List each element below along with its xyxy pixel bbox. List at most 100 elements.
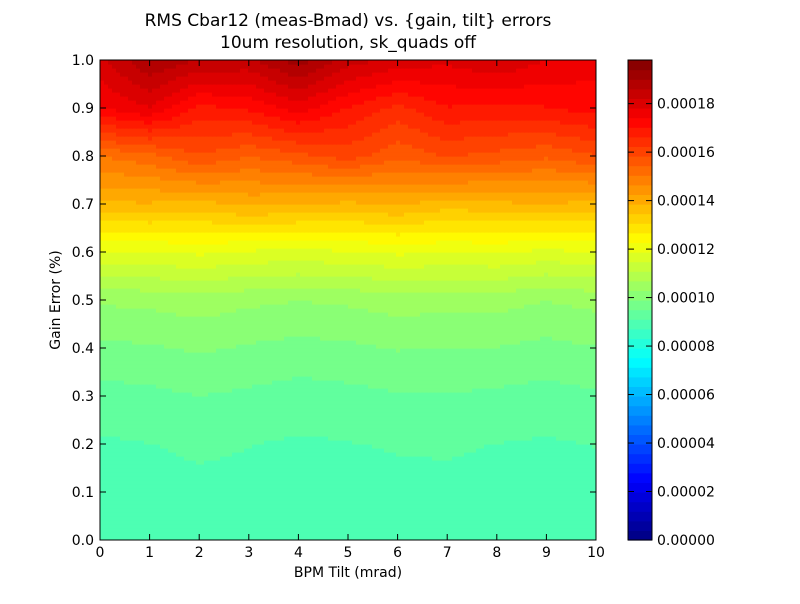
contour-cell — [524, 420, 529, 425]
contour-cell — [584, 524, 589, 529]
contour-cell — [440, 464, 445, 469]
contour-cell — [244, 528, 249, 533]
contour-cell — [544, 496, 549, 501]
contour-cell — [204, 452, 209, 457]
contour-cell — [100, 428, 105, 433]
contour-cell — [152, 460, 157, 465]
contour-cell — [356, 528, 361, 533]
contour-cell — [100, 532, 105, 537]
contour-cell — [156, 384, 161, 389]
contour-cell — [244, 432, 249, 437]
contour-cell — [284, 480, 289, 485]
contour-cell — [436, 380, 441, 385]
contour-cell — [372, 500, 377, 505]
contour-cell — [460, 412, 465, 417]
contour-cell — [116, 404, 121, 409]
contour-cell — [348, 448, 353, 453]
contour-cell — [160, 404, 165, 409]
contour-cell — [356, 416, 361, 421]
contour-cell — [196, 456, 201, 461]
contour-cell — [592, 476, 596, 481]
contour-cell — [180, 416, 185, 421]
contour-cell — [528, 524, 533, 529]
contour-cell — [568, 444, 573, 449]
contour-cell — [580, 420, 585, 425]
contour-cell — [464, 508, 469, 513]
contour-cell — [156, 420, 161, 425]
contour-cell — [112, 428, 117, 433]
contour-cell — [348, 444, 353, 449]
contour-cell — [528, 508, 533, 513]
contour-cell — [148, 476, 153, 481]
contour-cell — [400, 484, 405, 489]
contour-cell — [436, 500, 441, 505]
contour-cell — [340, 396, 345, 401]
contour-cell — [540, 464, 545, 469]
contour-cell — [584, 396, 589, 401]
contour-cell — [240, 424, 245, 429]
contour-cell — [116, 536, 121, 540]
contour-cell — [356, 400, 361, 405]
contour-cell — [336, 452, 341, 457]
contour-cell — [328, 504, 333, 509]
contour-cell — [552, 408, 557, 413]
contour-cell — [348, 472, 353, 477]
contour-cell — [576, 516, 581, 521]
contour-cell — [128, 436, 133, 441]
contour-cell — [212, 452, 217, 457]
contour-cell — [380, 472, 385, 477]
contour-cell — [328, 528, 333, 533]
contour-cell — [252, 488, 257, 493]
contour-cell — [228, 516, 233, 521]
contour-cell — [280, 392, 285, 397]
contour-cell — [200, 532, 205, 537]
contour-cell — [472, 404, 477, 409]
contour-cell — [168, 456, 173, 461]
contour-cell — [568, 420, 573, 425]
contour-cell — [188, 420, 193, 425]
contour-cell — [484, 440, 489, 445]
contour-cell — [292, 520, 297, 525]
contour-cell — [336, 420, 341, 425]
contour-cell — [316, 480, 321, 485]
contour-cell — [552, 380, 557, 385]
contour-cell — [560, 456, 565, 461]
contour-cell — [456, 528, 461, 533]
contour-cell — [432, 532, 437, 537]
contour-cell — [336, 484, 341, 489]
contour-cell — [504, 392, 509, 397]
contour-cell — [344, 412, 349, 417]
contour-cell — [144, 536, 149, 540]
contour-cell — [228, 504, 233, 509]
contour-cell — [276, 524, 281, 529]
contour-cell — [180, 512, 185, 517]
contour-cell — [428, 524, 433, 529]
contour-cell — [532, 464, 537, 469]
contour-cell — [184, 392, 189, 397]
contour-cell — [224, 404, 229, 409]
contour-cell — [556, 512, 561, 517]
contour-cell — [248, 440, 253, 445]
contour-cell — [252, 508, 257, 513]
contour-cell — [456, 476, 461, 481]
contour-cell — [488, 440, 493, 445]
contour-cell — [264, 488, 269, 493]
contour-cell — [180, 468, 185, 473]
contour-cell — [496, 492, 501, 497]
contour-cell — [488, 528, 493, 533]
contour-cell — [528, 412, 533, 417]
contour-cell — [392, 528, 397, 533]
contour-cell — [488, 384, 493, 389]
contour-cell — [560, 528, 565, 533]
contour-cell — [244, 384, 249, 389]
contour-cell — [220, 444, 225, 449]
contour-cell — [440, 416, 445, 421]
contour-cell — [516, 444, 521, 449]
contour-cell — [204, 508, 209, 513]
contour-cell — [240, 516, 245, 521]
contour-cell — [132, 404, 137, 409]
contour-cell — [312, 380, 317, 385]
contour-cell — [300, 424, 305, 429]
contour-cell — [168, 408, 173, 413]
contour-cell — [220, 436, 225, 441]
